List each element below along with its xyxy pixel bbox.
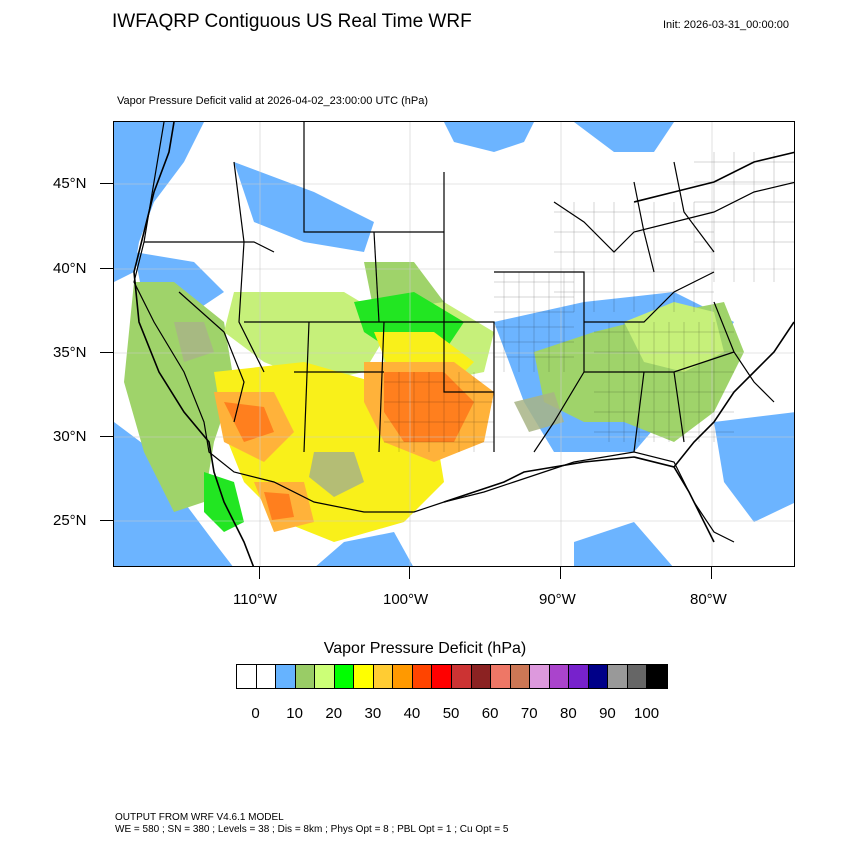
colorbar-swatch bbox=[452, 665, 472, 688]
colorbar-swatch bbox=[393, 665, 413, 688]
lon-label-90: 90°W bbox=[539, 591, 576, 608]
colorbar-label: 100 bbox=[634, 705, 660, 722]
colorbar-swatch bbox=[354, 665, 374, 688]
colorbar-label: 60 bbox=[481, 705, 499, 722]
colorbar-swatch bbox=[373, 665, 394, 688]
colorbar-label: 80 bbox=[560, 705, 577, 722]
colorbar-swatch bbox=[627, 665, 648, 688]
vpd-map bbox=[113, 121, 795, 567]
colorbar-swatch bbox=[608, 665, 628, 688]
plot-subtitle: Vapor Pressure Deficit valid at 2026-04-… bbox=[117, 95, 429, 107]
lon-tick bbox=[711, 567, 712, 579]
footer-line-1: OUTPUT FROM WRF V4.6.1 MODEL bbox=[115, 812, 284, 823]
colorbar-label: 90 bbox=[599, 705, 616, 722]
init-time: Init: 2026-03-31_00:00:00 bbox=[663, 19, 789, 31]
colorbar-label: 40 bbox=[403, 705, 421, 722]
lat-label-35: 35°N bbox=[53, 344, 87, 361]
colorbar-title: Vapor Pressure Deficit (hPa) bbox=[323, 640, 527, 657]
colorbar-swatch bbox=[295, 665, 316, 688]
lat-tick bbox=[100, 436, 113, 437]
graticule bbox=[114, 122, 794, 566]
colorbar-swatch bbox=[569, 665, 589, 688]
lat-tick bbox=[100, 352, 113, 353]
lat-tick bbox=[100, 183, 113, 184]
colorbar-swatch bbox=[510, 665, 531, 688]
lon-tick bbox=[560, 567, 561, 579]
colorbar-swatch bbox=[334, 665, 355, 688]
colorbar-label: 70 bbox=[520, 705, 538, 722]
coastlines bbox=[133, 122, 794, 566]
lat-tick bbox=[100, 268, 113, 269]
colorbar-swatch bbox=[647, 665, 668, 688]
lon-label-80: 80°W bbox=[690, 591, 727, 608]
colorbar-swatch bbox=[549, 665, 570, 688]
colorbar-swatch bbox=[588, 665, 609, 688]
plot-title: IWFAQRP Contiguous US Real Time WRF bbox=[112, 11, 472, 32]
footer-line-2: WE = 580 ; SN = 380 ; Levels = 38 ; Dis … bbox=[115, 824, 509, 835]
gray-green-areas bbox=[174, 322, 564, 497]
county-boundaries bbox=[384, 152, 794, 452]
lon-tick bbox=[409, 567, 410, 579]
colorbar-label: 0 bbox=[251, 705, 260, 722]
lat-tick bbox=[100, 520, 113, 521]
colorbar-swatch bbox=[315, 665, 335, 688]
colorbar bbox=[236, 664, 669, 689]
colorbar-swatch bbox=[471, 665, 492, 688]
colorbar-swatch bbox=[491, 665, 511, 688]
colorbar-label: 10 bbox=[286, 705, 303, 722]
colorbar-swatch bbox=[530, 665, 550, 688]
lat-label-25: 25°N bbox=[53, 512, 87, 529]
model-footer: OUTPUT FROM WRF V4.6.1 MODEL WE = 580 ; … bbox=[115, 812, 508, 836]
lat-label-45: 45°N bbox=[53, 175, 87, 192]
colorbar-swatch bbox=[256, 665, 277, 688]
lon-label-100: 100°W bbox=[383, 591, 429, 608]
lon-label-110: 110°W bbox=[233, 591, 278, 608]
colorbar-label: 20 bbox=[325, 705, 343, 722]
colorbar-swatch bbox=[276, 665, 296, 688]
colorbar-swatch bbox=[237, 665, 257, 688]
lat-label-40: 40°N bbox=[53, 260, 87, 277]
colorbar-label: 50 bbox=[442, 705, 460, 722]
colorbar-swatch bbox=[432, 665, 453, 688]
colorbar-swatch bbox=[412, 665, 433, 688]
lon-tick bbox=[259, 567, 260, 579]
colorbar-label: 30 bbox=[364, 705, 382, 722]
lat-label-30: 30°N bbox=[53, 428, 87, 445]
